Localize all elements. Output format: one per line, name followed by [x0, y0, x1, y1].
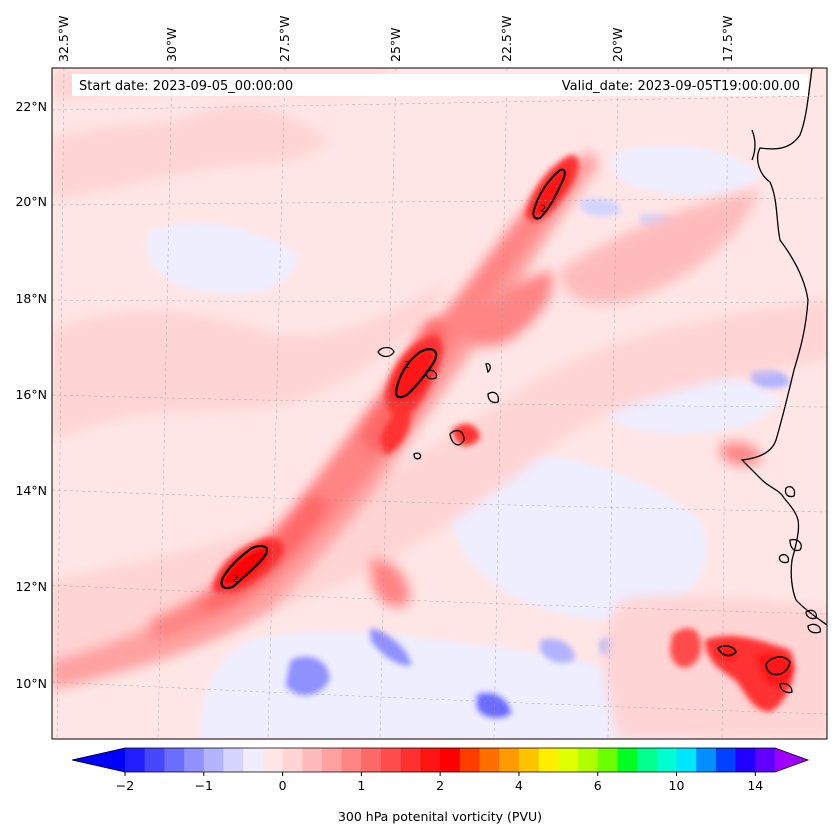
- colorbar-segment: [538, 748, 559, 772]
- pv-field: 2 2 2: [52, 68, 827, 739]
- lat-label-20n: 20°N: [15, 194, 47, 209]
- colorbar-segment: [223, 748, 244, 772]
- colorbar-segment: [617, 748, 638, 772]
- colorbar-segment: [243, 748, 264, 772]
- lon-label-22-5w: 22.5°W: [499, 16, 514, 62]
- lat-label-14n: 14°N: [15, 483, 47, 498]
- colorbar-segment: [755, 748, 776, 772]
- colorbar-segment: [715, 748, 737, 772]
- contour-label-3: 2: [232, 574, 238, 585]
- colorbar-segment: [578, 748, 599, 772]
- valid-date-label: Valid_date: 2023-09-05T19:00:00.00: [562, 79, 800, 94]
- lon-label-30w: 30°W: [164, 27, 179, 62]
- lon-tick-labels: 32.5°W 30°W 27.5°W 25°W 22.5°W 20°W 17.5…: [56, 16, 735, 62]
- colorbar-tick-label: 4: [515, 778, 523, 793]
- lon-label-20w: 20°W: [610, 27, 625, 62]
- coastline: [740, 68, 827, 634]
- colorbar-tick-label: −1: [195, 778, 213, 793]
- start-date-label: Start date: 2023-09-05_00:00:00: [79, 79, 293, 94]
- contour-label-2: 2: [404, 360, 410, 371]
- colorbar-tick-label: 0: [279, 778, 287, 793]
- colorbar-segment: [656, 748, 678, 772]
- colorbar-segment: [361, 748, 382, 772]
- colorbar-segment: [440, 748, 461, 772]
- colorbar-segment: [518, 748, 540, 772]
- colorbar-tick-label: 14: [747, 778, 763, 793]
- gridlines: [52, 68, 827, 739]
- colorbar-segment: [125, 748, 146, 772]
- map-frame: [51, 67, 828, 740]
- colorbar-segment: [381, 748, 402, 772]
- lat-label-18n: 18°N: [15, 291, 47, 306]
- colorbar-segment: [282, 748, 303, 772]
- colorbar-segment: [164, 748, 185, 772]
- colorbar-segment: [696, 748, 717, 772]
- contour-labels: 2 2 2: [232, 204, 546, 585]
- header-banner: [72, 74, 808, 96]
- colorbar-extend-min: [72, 748, 125, 772]
- colorbar-tick-label: −2: [116, 778, 134, 793]
- lon-label-32-5w: 32.5°W: [56, 16, 71, 62]
- colorbar-segment: [459, 748, 481, 772]
- lon-label-27-5w: 27.5°W: [277, 16, 292, 62]
- colorbar-tick-label: 2: [436, 778, 444, 793]
- pv-contours: [220, 168, 793, 694]
- colorbar-segment: [676, 748, 697, 772]
- colorbar: −2 −1 0 1 2 4 6 10 14: [71, 747, 810, 793]
- colorbar-segment: [184, 748, 205, 772]
- colorbar-segment: [262, 748, 284, 772]
- colorbar-extend-max: [775, 748, 808, 772]
- colorbar-segment: [144, 748, 165, 772]
- lat-label-10n: 10°N: [15, 676, 47, 691]
- lat-label-12n: 12°N: [15, 579, 47, 594]
- colorbar-segment: [735, 748, 756, 772]
- colorbar-tick-label: 6: [594, 778, 602, 793]
- colorbar-tick-label: 10: [669, 778, 685, 793]
- contour-label-1: 2: [540, 204, 546, 215]
- lat-label-22n: 22°N: [15, 99, 47, 114]
- colorbar-segment: [479, 748, 500, 772]
- colorbar-segment: [637, 748, 658, 772]
- lon-label-17-5w: 17.5°W: [720, 16, 735, 62]
- colorbar-segment: [321, 748, 343, 772]
- colorbar-segment: [499, 748, 520, 772]
- colorbar-segment: [420, 748, 441, 772]
- colorbar-segment: [597, 748, 618, 772]
- lon-label-25w: 25°W: [388, 27, 403, 62]
- colorbar-segment: [341, 748, 362, 772]
- colorbar-tick-label: 1: [357, 778, 365, 793]
- colorbar-segment: [400, 748, 421, 772]
- lat-label-16n: 16°N: [15, 387, 47, 402]
- lat-tick-labels: 22°N 20°N 18°N 16°N 14°N 12°N 10°N: [15, 99, 47, 691]
- colorbar-segment: [302, 748, 323, 772]
- colorbar-segment: [558, 748, 579, 772]
- colorbar-title: 300 hPa potenital vorticity (PVU): [338, 809, 542, 824]
- colorbar-segment: [203, 748, 224, 772]
